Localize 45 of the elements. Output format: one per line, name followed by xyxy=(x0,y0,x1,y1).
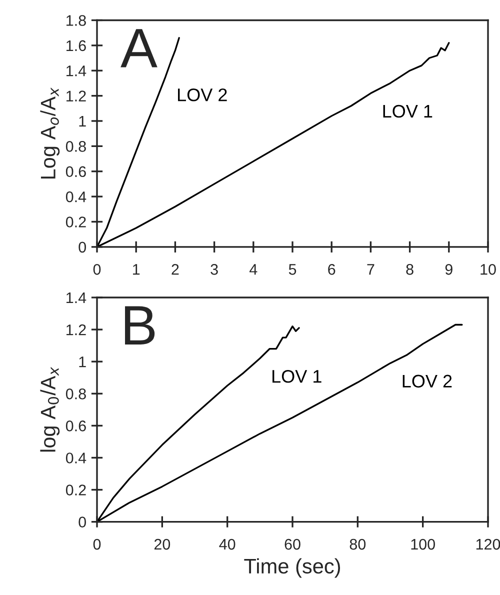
x-tick-label: 9 xyxy=(445,264,452,275)
x-tick-label: 8 xyxy=(406,264,414,275)
x-tick-label: 80 xyxy=(350,538,366,550)
x-tick-label: 6 xyxy=(328,264,336,275)
x-tick-label: 40 xyxy=(219,538,236,550)
y-tick-label: 0.2 xyxy=(66,216,86,228)
series-label: LOV 2 xyxy=(402,374,452,388)
x-tick-label: 100 xyxy=(411,538,435,550)
series-label: LOV 2 xyxy=(178,88,227,102)
y-tick-label: 0.4 xyxy=(66,452,86,464)
y-tick-label: 1.2 xyxy=(66,324,86,336)
x-tick-label: 0 xyxy=(93,538,101,550)
y-tick-label: 0.8 xyxy=(66,141,86,152)
y-axis-title: log A$_{0}$/A$_{x}$ xyxy=(40,366,60,452)
annotation: B xyxy=(125,306,155,344)
y-tick-label: 1.4 xyxy=(66,292,86,304)
y-tick-label: 0.6 xyxy=(66,420,86,432)
y-tick-label: 1.8 xyxy=(66,15,86,26)
x-tick-label: 3 xyxy=(210,264,218,275)
x-tick-label: 1 xyxy=(133,264,140,275)
series-label: LOV 1 xyxy=(383,104,432,118)
y-tick-label: 1.4 xyxy=(66,66,86,76)
x-tick-label: 60 xyxy=(284,538,300,550)
x-tick-label: 120 xyxy=(476,538,500,550)
x-axis-title: Time (sec) xyxy=(244,558,340,578)
y-tick-label: 1 xyxy=(79,116,86,127)
y-tick-label: 0 xyxy=(78,516,86,528)
x-tick-label: 7 xyxy=(367,264,374,275)
y-tick-label: 1.6 xyxy=(66,40,86,52)
y-tick-label: 0.8 xyxy=(66,388,86,400)
series-label: LOV 1 xyxy=(272,370,322,383)
y-tick-label: 1.2 xyxy=(66,90,86,102)
x-tick-label: 4 xyxy=(250,264,258,275)
x-tick-label: 20 xyxy=(154,538,170,550)
x-tick-label: 10 xyxy=(480,264,496,275)
y-tick-label: 0.4 xyxy=(66,191,86,202)
y-tick-label: 0.6 xyxy=(66,166,86,178)
y-tick-label: 1 xyxy=(79,356,86,368)
y-tick-label: 0.2 xyxy=(66,484,86,496)
annotation: A xyxy=(120,29,158,68)
y-tick-label: 0 xyxy=(78,242,86,253)
x-tick-label: 5 xyxy=(288,264,296,275)
x-tick-label: 0 xyxy=(93,264,101,275)
y-axis-title: Log A$_{o}$/A$_{x}$ xyxy=(40,87,60,179)
x-tick-label: 2 xyxy=(172,264,179,275)
